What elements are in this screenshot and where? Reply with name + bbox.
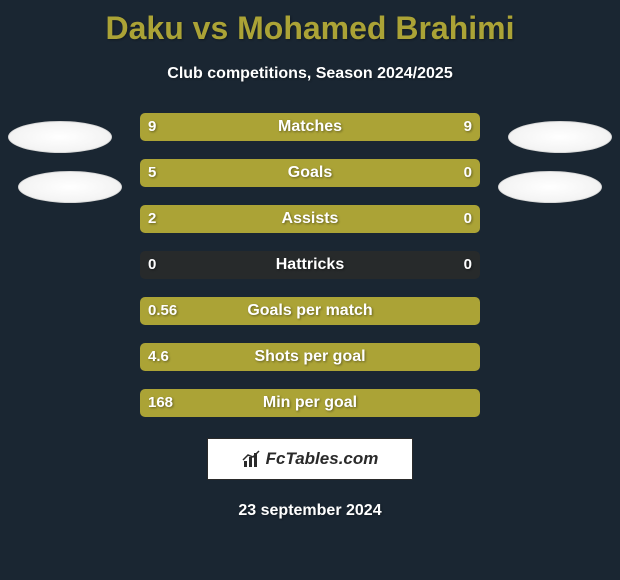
stat-value-player1: 0 xyxy=(148,251,156,279)
stat-value-player1: 9 xyxy=(148,113,156,141)
stat-value-player1: 168 xyxy=(148,389,173,417)
logo-text: FcTables.com xyxy=(266,449,379,469)
stats-chart: Matches99Goals50Assists20Hattricks00Goal… xyxy=(0,113,620,417)
stat-label: Assists xyxy=(140,205,480,233)
stat-label: Matches xyxy=(140,113,480,141)
stat-row: Matches9 9 xyxy=(0,113,620,141)
stat-row: Hattricks0 0 xyxy=(0,251,620,279)
stat-value-player2: 0 xyxy=(464,251,472,279)
attribution-logo: FcTables.com xyxy=(207,438,413,480)
stat-row: Assists2 0 xyxy=(0,205,620,233)
stat-value-player2: 0 xyxy=(464,205,472,233)
stat-value-player1: 4.6 xyxy=(148,343,169,371)
subtitle: Club competitions, Season 2024/2025 xyxy=(0,65,620,83)
stat-label: Shots per goal xyxy=(140,343,480,371)
stat-label: Goals xyxy=(140,159,480,187)
stat-label: Goals per match xyxy=(140,297,480,325)
stat-label: Hattricks xyxy=(140,251,480,279)
chart-icon xyxy=(242,449,262,469)
stat-row: Min per goal168 xyxy=(0,389,620,417)
stat-value-player1: 0.56 xyxy=(148,297,177,325)
stat-row: Goals per match0.56 xyxy=(0,297,620,325)
stat-row: Shots per goal4.6 xyxy=(0,343,620,371)
comparison-infographic: Daku vs Mohamed Brahimi Club competition… xyxy=(0,0,620,580)
date-text: 23 september 2024 xyxy=(0,502,620,520)
stat-value-player1: 2 xyxy=(148,205,156,233)
stat-value-player2: 0 xyxy=(464,159,472,187)
stat-value-player1: 5 xyxy=(148,159,156,187)
stat-label: Min per goal xyxy=(140,389,480,417)
stat-row: Goals5 0 xyxy=(0,159,620,187)
page-title: Daku vs Mohamed Brahimi xyxy=(0,0,620,47)
stat-value-player2: 9 xyxy=(464,113,472,141)
